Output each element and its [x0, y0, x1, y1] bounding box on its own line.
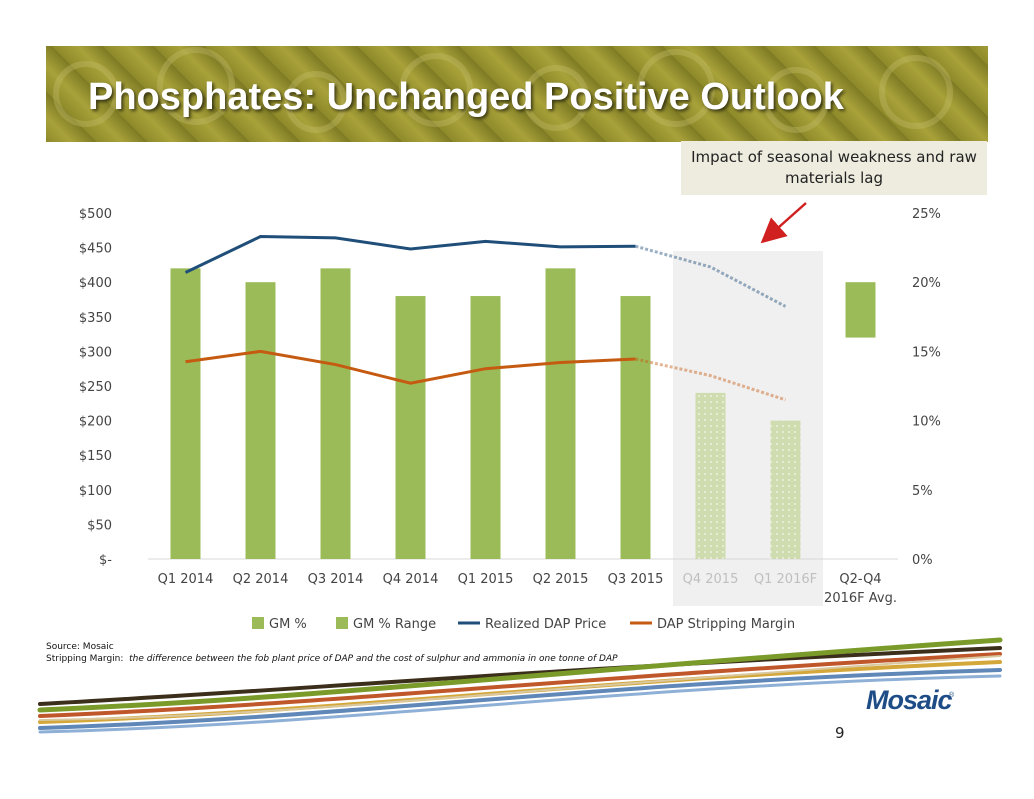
page-number: 9 — [835, 724, 845, 742]
x-axis: Q1 2014 Q2 2014 Q3 2014 Q4 2014 Q1 2015 Q2 20… — [158, 572, 897, 606]
y-right-tick-label: 15% — [912, 345, 941, 360]
source-note: Source: Mosaic Stripping Margin: the dif… — [46, 641, 618, 665]
y-left-tick-label: $400 — [79, 276, 112, 291]
legend-label: GM % Range — [353, 617, 436, 632]
series-line-solid — [185, 349, 636, 385]
registered-mark: ® — [949, 692, 955, 699]
series-lines — [184, 235, 787, 402]
definition: Stripping Margin: the difference between… — [46, 653, 618, 665]
title-banner: Phosphates: Unchanged Positive Outlook — [46, 46, 988, 142]
decorative-swoosh — [37, 637, 1003, 734]
legend: GM % GM % Range Realized DAP Price DAP Stri… — [252, 617, 795, 632]
gm-range-bar — [845, 282, 876, 338]
definition-label: Stripping Margin: — [46, 654, 124, 664]
y-left-tick-label: $250 — [79, 380, 112, 395]
x-tick-label: Q4 2015 — [683, 572, 739, 587]
y-right-tick-label: 0% — [912, 553, 933, 568]
y-right-tick-label: 20% — [912, 276, 941, 291]
y-left-tick-label: $300 — [79, 345, 112, 360]
series-line-solid — [184, 235, 636, 274]
y-right-tick-label: 25% — [912, 207, 941, 222]
legend-label: Realized DAP Price — [485, 617, 606, 632]
y-left-tick-label: $100 — [79, 484, 112, 499]
bars — [170, 268, 876, 559]
legend-swatch — [252, 617, 264, 629]
chart: $- $50 $100 $150 $200 $250 $300 $350 $400 $450 $50… — [79, 202, 941, 632]
x-tick-label: Q2 2015 — [533, 572, 589, 587]
x-tick-label: Q2-Q4 — [839, 572, 881, 587]
gm-bar — [245, 282, 276, 559]
x-tick-label: Q3 2014 — [308, 572, 364, 587]
gm-bar — [620, 296, 651, 559]
gm-bar — [395, 296, 426, 559]
x-tick-label: Q3 2015 — [608, 572, 664, 587]
source-text: Source: Mosaic — [46, 642, 114, 652]
callout-box: Impact of seasonal weakness and raw mate… — [681, 141, 987, 195]
banner-pattern — [53, 47, 953, 133]
y-left-tick-label: $50 — [87, 518, 112, 533]
x-tick-label: Q2 2014 — [233, 572, 289, 587]
gm-bar — [320, 268, 351, 559]
y-axis-left: $- $50 $100 $150 $200 $250 $300 $350 $400 $450 $50… — [79, 207, 112, 568]
legend-label: DAP Stripping Margin — [657, 617, 795, 632]
gm-bar — [170, 268, 201, 559]
legend-swatch — [336, 617, 348, 629]
x-tick-label: Q1 2015 — [458, 572, 514, 587]
page-title: Phosphates: Unchanged Positive Outlook — [88, 76, 844, 118]
x-tick-label: Q1 2016F — [754, 572, 817, 587]
y-left-tick-label: $350 — [79, 311, 112, 326]
series-line-forecast — [635, 357, 786, 402]
gm-bar-pattern — [770, 420, 801, 559]
y-right-tick-label: 5% — [912, 484, 933, 499]
gm-bar-pattern — [695, 392, 726, 559]
y-left-tick-label: $150 — [79, 449, 112, 464]
gm-bar — [470, 296, 501, 559]
gm-bar — [545, 268, 576, 559]
x-tick-label: Q4 2014 — [383, 572, 439, 587]
x-tick-label: Q1 2014 — [158, 572, 214, 587]
y-right-tick-label: 10% — [912, 415, 941, 430]
y-axis-right: 0% 5% 10% 15% 20% 25% — [912, 207, 941, 568]
y-left-tick-label: $500 — [79, 207, 112, 222]
definition-text: the difference between the fob plant pri… — [129, 654, 618, 664]
y-left-tick-label: $- — [99, 553, 112, 568]
callout-arrow — [760, 202, 807, 244]
y-left-tick-label: $200 — [79, 415, 112, 430]
x-tick-label: 2016F Avg. — [824, 591, 897, 606]
series-line-forecast — [635, 244, 787, 308]
y-left-tick-label: $450 — [79, 242, 112, 257]
legend-label: GM % — [269, 617, 307, 632]
mosaic-logo: Mosaic — [866, 685, 953, 715]
